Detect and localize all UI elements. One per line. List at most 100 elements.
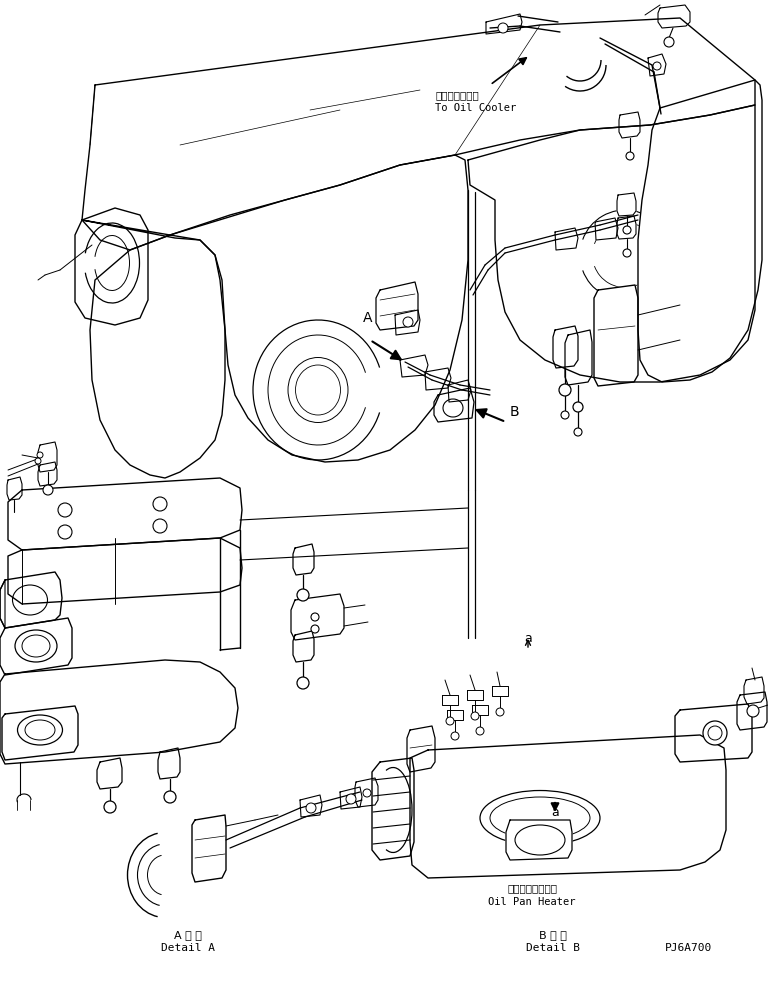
Polygon shape	[2, 706, 78, 760]
Polygon shape	[300, 795, 322, 817]
Polygon shape	[619, 112, 640, 138]
Polygon shape	[82, 220, 225, 478]
Circle shape	[35, 458, 41, 464]
Polygon shape	[410, 735, 726, 878]
Polygon shape	[372, 758, 414, 860]
Polygon shape	[38, 442, 57, 472]
Circle shape	[311, 613, 319, 621]
Text: A: A	[363, 311, 372, 325]
Circle shape	[58, 503, 72, 517]
Text: B 詳 細: B 詳 細	[539, 930, 567, 940]
Polygon shape	[8, 478, 242, 550]
Circle shape	[626, 152, 634, 160]
Polygon shape	[744, 677, 764, 704]
Polygon shape	[355, 778, 378, 807]
Circle shape	[363, 789, 371, 797]
Circle shape	[346, 794, 356, 804]
Polygon shape	[340, 787, 362, 809]
Circle shape	[311, 625, 319, 633]
Text: To Oil Cooler: To Oil Cooler	[435, 103, 516, 113]
Text: オイルクーラヘ: オイルクーラヘ	[435, 90, 478, 100]
Polygon shape	[467, 690, 483, 700]
Polygon shape	[7, 477, 22, 500]
Polygon shape	[442, 695, 458, 705]
Text: Detail B: Detail B	[526, 943, 580, 953]
Polygon shape	[75, 208, 148, 325]
Circle shape	[164, 791, 176, 803]
Polygon shape	[158, 748, 180, 779]
Polygon shape	[594, 285, 638, 386]
Polygon shape	[293, 631, 314, 662]
Polygon shape	[400, 355, 428, 377]
Circle shape	[153, 497, 167, 511]
Circle shape	[664, 37, 674, 47]
Circle shape	[471, 712, 479, 720]
Circle shape	[403, 317, 413, 327]
Text: a: a	[551, 805, 559, 818]
Polygon shape	[555, 228, 578, 250]
Circle shape	[476, 727, 484, 735]
Circle shape	[58, 525, 72, 539]
Polygon shape	[648, 54, 666, 76]
Circle shape	[574, 428, 582, 436]
Polygon shape	[376, 282, 418, 330]
Polygon shape	[658, 5, 690, 28]
Circle shape	[297, 589, 309, 601]
Polygon shape	[82, 18, 755, 250]
Polygon shape	[638, 80, 762, 382]
Polygon shape	[447, 710, 463, 720]
Polygon shape	[291, 594, 344, 640]
Polygon shape	[97, 758, 122, 789]
Circle shape	[43, 485, 53, 495]
Circle shape	[747, 705, 759, 717]
Circle shape	[446, 717, 454, 725]
Circle shape	[653, 62, 661, 70]
Circle shape	[297, 677, 309, 689]
Text: A 詳 細: A 詳 細	[174, 930, 202, 940]
Circle shape	[559, 384, 571, 396]
Polygon shape	[0, 572, 62, 628]
Circle shape	[306, 803, 316, 813]
Polygon shape	[425, 368, 451, 390]
Circle shape	[708, 726, 722, 740]
Text: Oil Pan Heater: Oil Pan Heater	[488, 897, 576, 907]
Circle shape	[623, 249, 631, 257]
Circle shape	[104, 801, 116, 813]
Polygon shape	[293, 544, 314, 575]
Circle shape	[451, 732, 459, 740]
Polygon shape	[737, 692, 767, 730]
Polygon shape	[0, 580, 5, 628]
Text: オイルパンヒータ: オイルパンヒータ	[507, 883, 557, 893]
Polygon shape	[486, 14, 522, 34]
Polygon shape	[0, 660, 238, 764]
Circle shape	[573, 402, 583, 412]
Polygon shape	[395, 310, 420, 335]
Circle shape	[496, 708, 504, 716]
Polygon shape	[553, 326, 578, 368]
Circle shape	[498, 23, 508, 33]
Polygon shape	[595, 218, 618, 240]
Circle shape	[37, 452, 43, 458]
Text: PJ6A700: PJ6A700	[665, 943, 712, 953]
Polygon shape	[472, 705, 488, 715]
Polygon shape	[468, 105, 755, 382]
Polygon shape	[506, 820, 572, 860]
Polygon shape	[565, 330, 592, 385]
Polygon shape	[38, 462, 57, 486]
Polygon shape	[407, 726, 435, 772]
Circle shape	[623, 226, 631, 234]
Circle shape	[153, 519, 167, 533]
Text: B: B	[510, 405, 520, 419]
Text: a: a	[524, 632, 532, 645]
Polygon shape	[170, 155, 468, 462]
Polygon shape	[492, 686, 508, 696]
Polygon shape	[617, 193, 636, 216]
Polygon shape	[8, 538, 242, 604]
Polygon shape	[675, 704, 752, 762]
Polygon shape	[192, 815, 226, 882]
Text: Detail A: Detail A	[161, 943, 215, 953]
Polygon shape	[434, 388, 474, 422]
Circle shape	[703, 721, 727, 745]
Polygon shape	[0, 618, 72, 675]
Polygon shape	[617, 216, 636, 239]
